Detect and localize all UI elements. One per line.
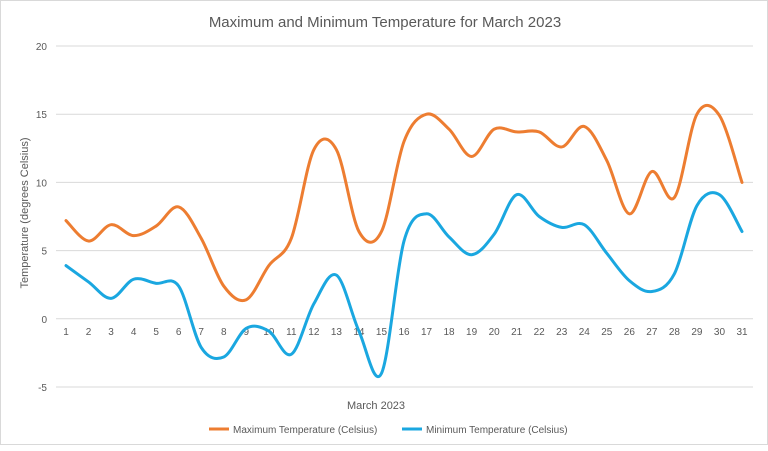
x-tick-label: 27: [646, 327, 658, 338]
series-line-max: [66, 105, 742, 300]
x-tick-label: 15: [376, 327, 388, 338]
series-line-min: [66, 193, 742, 377]
y-tick-label: 5: [41, 247, 47, 258]
x-tick-label: 19: [466, 327, 478, 338]
legend: Maximum Temperature (Celsius) Minimum Tem…: [209, 425, 568, 436]
x-tick-label: 11: [286, 327, 297, 338]
y-tick-label: 10: [36, 178, 48, 189]
x-tick-label: 22: [534, 327, 546, 338]
x-tick-label: 3: [108, 327, 114, 338]
x-tick-label: 21: [511, 327, 523, 338]
x-tick-label: 23: [556, 327, 568, 338]
y-tick-label: 20: [36, 42, 48, 53]
y-tick-label: 0: [41, 315, 47, 326]
x-tick-label: 29: [691, 327, 703, 338]
x-tick-label: 17: [421, 327, 433, 338]
x-tick-label: 20: [489, 327, 501, 338]
x-tick-label: 25: [601, 327, 613, 338]
x-tick-label: 4: [131, 327, 137, 338]
x-tick-label: 2: [86, 327, 92, 338]
x-tick-label: 18: [444, 327, 456, 338]
x-tick-label: 16: [398, 327, 410, 338]
x-tick-label: 26: [624, 327, 636, 338]
y-tick-label: -5: [38, 383, 47, 394]
x-tick-label: 13: [331, 327, 343, 338]
x-tick-label: 8: [221, 327, 227, 338]
y-tick-label: 15: [36, 110, 48, 121]
x-tick-label: 28: [669, 327, 681, 338]
x-tick-label: 1: [63, 327, 69, 338]
legend-label: Maximum Temperature (Celsius): [233, 425, 377, 436]
x-tick-label: 12: [308, 327, 320, 338]
y-axis-label: Temperature (degrees Celsius): [19, 137, 31, 288]
x-tick-label: 5: [153, 327, 159, 338]
x-tick-label: 6: [176, 327, 182, 338]
x-tick-label: 7: [198, 327, 204, 338]
x-axis-label: March 2023: [347, 400, 405, 412]
x-tick-label: 31: [736, 327, 748, 338]
x-tick-label: 24: [579, 327, 591, 338]
legend-label: Minimum Temperature (Celsius): [426, 425, 568, 436]
chart-title: Maximum and Minimum Temperature for Marc…: [209, 14, 561, 31]
x-tick-label: 30: [714, 327, 726, 338]
